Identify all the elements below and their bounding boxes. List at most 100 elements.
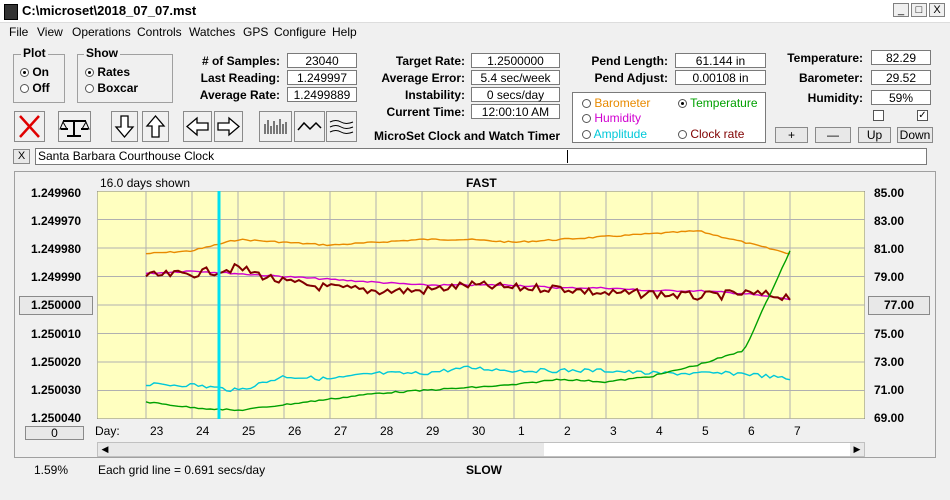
menu-gps[interactable]: GPS xyxy=(243,25,269,39)
y-tick-label: 1.250010 xyxy=(31,327,82,341)
temperature-label: Temperature: xyxy=(787,51,863,65)
show-rates-radio[interactable] xyxy=(85,68,94,78)
average-rate-label: Average Rate: xyxy=(199,88,280,102)
scroll-right-arrow-icon[interactable]: ▶ xyxy=(853,444,861,454)
y2-tick-label: 69.00 xyxy=(874,411,905,425)
show-group xyxy=(77,54,173,103)
show-boxcar-option[interactable]: Boxcar xyxy=(85,81,138,95)
offset-input[interactable]: 0 xyxy=(25,426,84,440)
humidity-field: 59% xyxy=(871,90,931,105)
overlay-barometer[interactable]: Barometer xyxy=(582,96,650,110)
percent-label: 1.59% xyxy=(34,463,69,477)
day-tick-label: 6 xyxy=(748,424,755,438)
target-rate-field[interactable]: 1.2500000 xyxy=(471,53,560,68)
series-line-barometer xyxy=(145,230,791,255)
plot-on-option[interactable]: On xyxy=(20,65,49,79)
y2-tick-label: 73.00 xyxy=(874,355,905,369)
day-tick-label: 1 xyxy=(518,424,525,438)
overlay-amplitude[interactable]: Amplitude xyxy=(582,127,647,141)
menu-configure[interactable]: Configure xyxy=(274,25,327,39)
env-checkbox-1[interactable] xyxy=(873,110,884,121)
instability-field: 0 secs/day xyxy=(471,87,560,102)
center-temp-input[interactable]: 77.00 xyxy=(868,296,930,315)
gridlines xyxy=(97,191,865,419)
menu-file[interactable]: File xyxy=(9,25,29,39)
line-graph-button[interactable] xyxy=(294,111,325,142)
pend-length-field: 61.144 in xyxy=(675,53,766,68)
overlay-clock-rate[interactable]: Clock rate xyxy=(678,127,744,141)
average-error-label: Average Error: xyxy=(381,71,465,85)
day-tick-label: 28 xyxy=(380,424,394,438)
scrollbar-thumb[interactable] xyxy=(544,443,850,456)
pend-adjust-field[interactable]: 0.00108 in xyxy=(675,70,766,85)
pend-length-label: Pend Length: xyxy=(591,54,668,68)
balance-scale-icon xyxy=(59,120,90,137)
title-bar: C:\microset\2018_07_07.mst _ □ X xyxy=(0,0,950,23)
menu-bar: File View Operations Controls Watches GP… xyxy=(0,22,950,42)
series-layer xyxy=(145,230,791,412)
y-tick-label: 1.250020 xyxy=(31,355,82,369)
env-checkbox-2[interactable]: ✓ xyxy=(917,110,928,121)
plot-on-radio[interactable] xyxy=(20,68,29,78)
minimize-button[interactable]: _ xyxy=(893,3,909,17)
right-arrow-button[interactable] xyxy=(214,111,243,142)
day-axis-label: Day: xyxy=(95,424,120,438)
maximize-button[interactable]: □ xyxy=(911,3,927,17)
slow-label: SLOW xyxy=(466,463,502,477)
day-tick-label: 25 xyxy=(242,424,256,438)
increase-button[interactable]: + xyxy=(775,127,808,143)
menu-help[interactable]: Help xyxy=(332,25,357,39)
up-arrow-button[interactable] xyxy=(142,111,169,142)
overlay-temperature-radio[interactable] xyxy=(678,99,687,109)
balance-button[interactable] xyxy=(58,111,91,142)
day-tick-label: 24 xyxy=(196,424,210,438)
show-boxcar-radio[interactable] xyxy=(85,84,94,94)
y-tick-label: 1.249980 xyxy=(31,242,82,256)
up-arrow-icon xyxy=(145,114,166,138)
window-title: C:\microset\2018_07_07.mst xyxy=(22,3,197,18)
left-arrow-button[interactable] xyxy=(183,111,212,142)
decrease-button[interactable]: — xyxy=(815,127,851,143)
down-arrow-button[interactable] xyxy=(111,111,138,142)
stop-button[interactable] xyxy=(14,111,45,142)
grid-note: Each grid line = 0.691 secs/day xyxy=(98,463,266,477)
app-icon xyxy=(4,4,18,20)
scroll-left-arrow-icon[interactable]: ◀ xyxy=(101,444,109,454)
last-reading-label: Last Reading: xyxy=(200,71,280,85)
smooth-graph-button[interactable] xyxy=(326,111,357,142)
instability-label: Instability: xyxy=(404,88,465,102)
down-button[interactable]: Down xyxy=(897,127,933,143)
close-button[interactable]: X xyxy=(929,3,945,17)
overlay-humidity-radio[interactable] xyxy=(582,114,591,124)
y-tick-label: 1.249990 xyxy=(31,270,82,284)
current-time-field: 12:00:10 AM xyxy=(471,104,560,119)
bar-graph-icon xyxy=(264,119,287,134)
clear-clock-button[interactable]: X xyxy=(13,149,30,164)
bar-graph-button[interactable] xyxy=(259,111,292,142)
menu-operations[interactable]: Operations xyxy=(72,25,131,39)
left-arrow-icon xyxy=(185,116,209,137)
overlay-selector: Barometer Temperature Humidity Amplitude… xyxy=(572,92,766,143)
y2-tick-label: 79.00 xyxy=(874,270,905,284)
overlay-barometer-radio[interactable] xyxy=(582,99,591,109)
show-rates-option[interactable]: Rates xyxy=(85,65,130,79)
overlay-temperature[interactable]: Temperature xyxy=(678,96,758,110)
up-button[interactable]: Up xyxy=(858,127,891,143)
y-tick-label: 1.250040 xyxy=(31,411,82,425)
menu-controls[interactable]: Controls xyxy=(137,25,182,39)
menu-view[interactable]: View xyxy=(37,25,63,39)
wave-lines-icon xyxy=(329,120,354,134)
samples-field: 23040 xyxy=(287,53,357,68)
day-tick-label: 29 xyxy=(426,424,440,438)
overlay-amplitude-radio[interactable] xyxy=(582,130,591,140)
overlay-humidity[interactable]: Humidity xyxy=(582,111,641,125)
overlay-clock-rate-radio[interactable] xyxy=(678,130,687,140)
center-rate-input[interactable]: 1.250000 xyxy=(19,296,93,315)
plot-off-option[interactable]: Off xyxy=(20,81,50,95)
menu-watches[interactable]: Watches xyxy=(189,25,236,39)
show-group-title: Show xyxy=(84,46,120,60)
clock-name-input[interactable]: Santa Barbara Courthouse Clock xyxy=(35,148,927,165)
horizontal-scrollbar[interactable]: ◀ ▶ xyxy=(97,442,865,457)
plot-off-radio[interactable] xyxy=(20,84,29,94)
down-arrow-icon xyxy=(114,115,135,139)
